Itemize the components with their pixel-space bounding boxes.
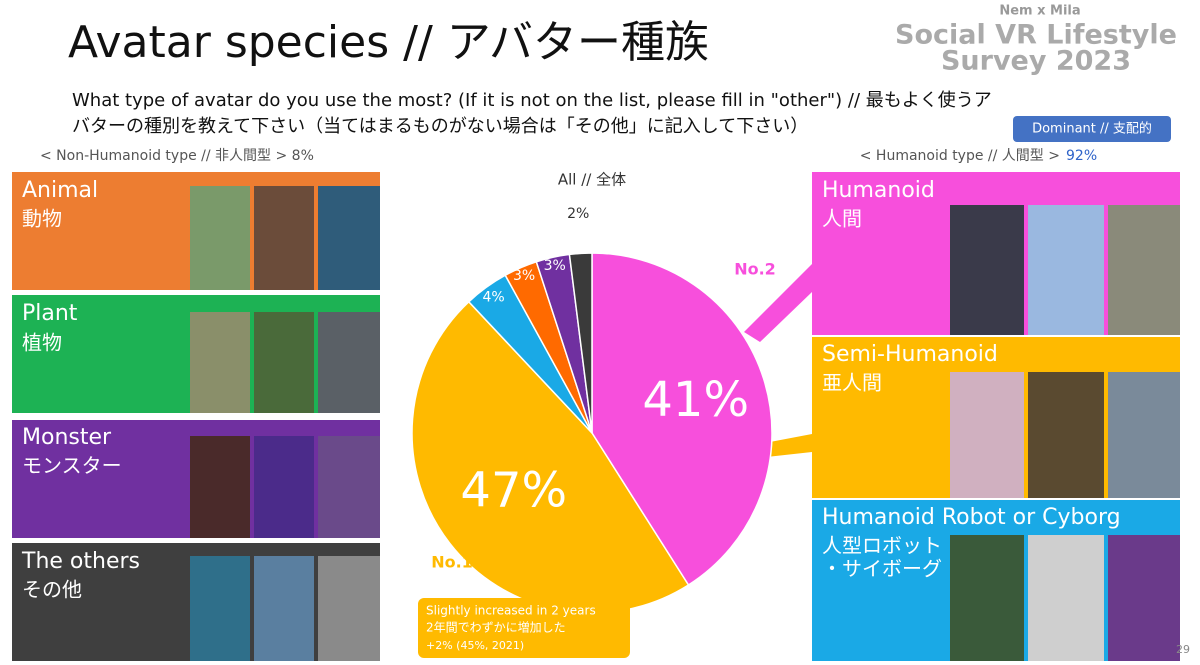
annotation: No.2 — [734, 260, 776, 279]
slice-label: 3% — [544, 258, 566, 274]
pie-slice — [591, 252, 773, 587]
avatar-image — [1108, 205, 1180, 335]
panel-title-ja: 植物 — [22, 331, 62, 355]
badge — [1013, 116, 1171, 142]
panel: Humanoid Robot or Cyborg 人型ロボット ・サイボーグ — [812, 500, 1180, 661]
avatar-image — [254, 186, 314, 290]
panel-title: Monster — [22, 425, 112, 450]
section-heading: < Non-Humanoid type // 非人間型 > 8% — [40, 148, 314, 164]
avatar-image — [190, 436, 250, 538]
panel-title-ja: モンスター — [22, 454, 122, 478]
panel: The others その他 — [12, 543, 380, 661]
avatar-image — [190, 556, 250, 661]
panel-title-ja: 人型ロボット — [822, 534, 942, 558]
note: Slightly increased in 2 years — [426, 604, 596, 618]
avatar-image — [190, 186, 250, 290]
badge-text: Dominant // 支配的 — [1032, 121, 1152, 137]
avatar-image — [950, 372, 1024, 498]
question: バターの種別を教えて下さい（当てはまるものがない場合は「その他」に記入して下さい… — [72, 116, 808, 137]
panel-title: Semi-Humanoid — [822, 342, 998, 367]
avatar-image — [254, 556, 314, 661]
chart-title: All // 全体 — [558, 171, 626, 189]
pie: 41% 47% 4% 3% 3% 2% — [411, 206, 773, 614]
annotation: No.1 — [431, 553, 473, 572]
page-number: 29 — [1176, 643, 1190, 656]
avatar-image — [254, 312, 314, 413]
section-share: 92% — [1066, 148, 1097, 164]
avatar-image — [1028, 205, 1104, 335]
panel-title-ja: ・サイボーグ — [822, 557, 942, 581]
question: What type of avatar do you use the most?… — [72, 90, 992, 111]
slide-title: Avatar species // アバター種族 — [68, 17, 709, 68]
logo-line: Survey 2023 — [941, 46, 1131, 77]
section-heading: < Humanoid type // 人間型 > — [860, 148, 1060, 164]
avatar-image — [950, 535, 1024, 661]
panel-title-ja: 亜人間 — [822, 371, 882, 395]
panel-title: Plant — [22, 301, 78, 326]
avatar-image — [318, 186, 380, 290]
connector — [744, 264, 812, 342]
avatar-image — [318, 556, 380, 661]
avatar-image — [1108, 535, 1180, 661]
avatar-image — [1108, 372, 1180, 498]
panel-title: The others — [21, 549, 140, 574]
pie-slice — [568, 252, 593, 434]
logo-line: Social VR Lifestyle — [895, 20, 1177, 51]
panel-title: Animal — [22, 178, 98, 203]
avatar-image — [1028, 372, 1104, 498]
avatar-image — [318, 436, 380, 538]
panel-title-ja: 動物 — [22, 207, 62, 231]
logo: Nem x Mila Social VR Lifestyle Survey 20… — [895, 4, 1177, 77]
panel-title-ja: 人間 — [822, 207, 862, 231]
logo-line: Nem x Mila — [999, 4, 1080, 19]
avatar-image — [1028, 535, 1104, 661]
avatar-image — [190, 312, 250, 413]
avatar-image — [254, 436, 314, 538]
slice-label: 47% — [460, 463, 567, 519]
panel: Semi-Humanoid 亜人間 — [812, 337, 1180, 498]
panel-title: Humanoid — [822, 178, 935, 203]
note: +2% (45%, 2021) — [426, 639, 524, 652]
slice-label: 2% — [567, 206, 589, 222]
avatar-image — [950, 205, 1024, 335]
slice-label: 41% — [642, 372, 749, 428]
note-box — [418, 598, 630, 658]
panel: Animal 動物 — [12, 172, 380, 290]
panel: Monster モンスター — [12, 420, 380, 538]
avatar-image — [318, 312, 380, 413]
panel-title: Humanoid Robot or Cyborg — [822, 505, 1121, 530]
panel: Humanoid 人間 — [812, 172, 1180, 335]
slice-label: 3% — [513, 268, 535, 284]
panel: Plant 植物 — [12, 295, 380, 413]
slice-label: 4% — [482, 290, 504, 306]
note: 2年間でわずかに増加した — [426, 621, 566, 635]
panel-title-ja: その他 — [22, 578, 82, 602]
